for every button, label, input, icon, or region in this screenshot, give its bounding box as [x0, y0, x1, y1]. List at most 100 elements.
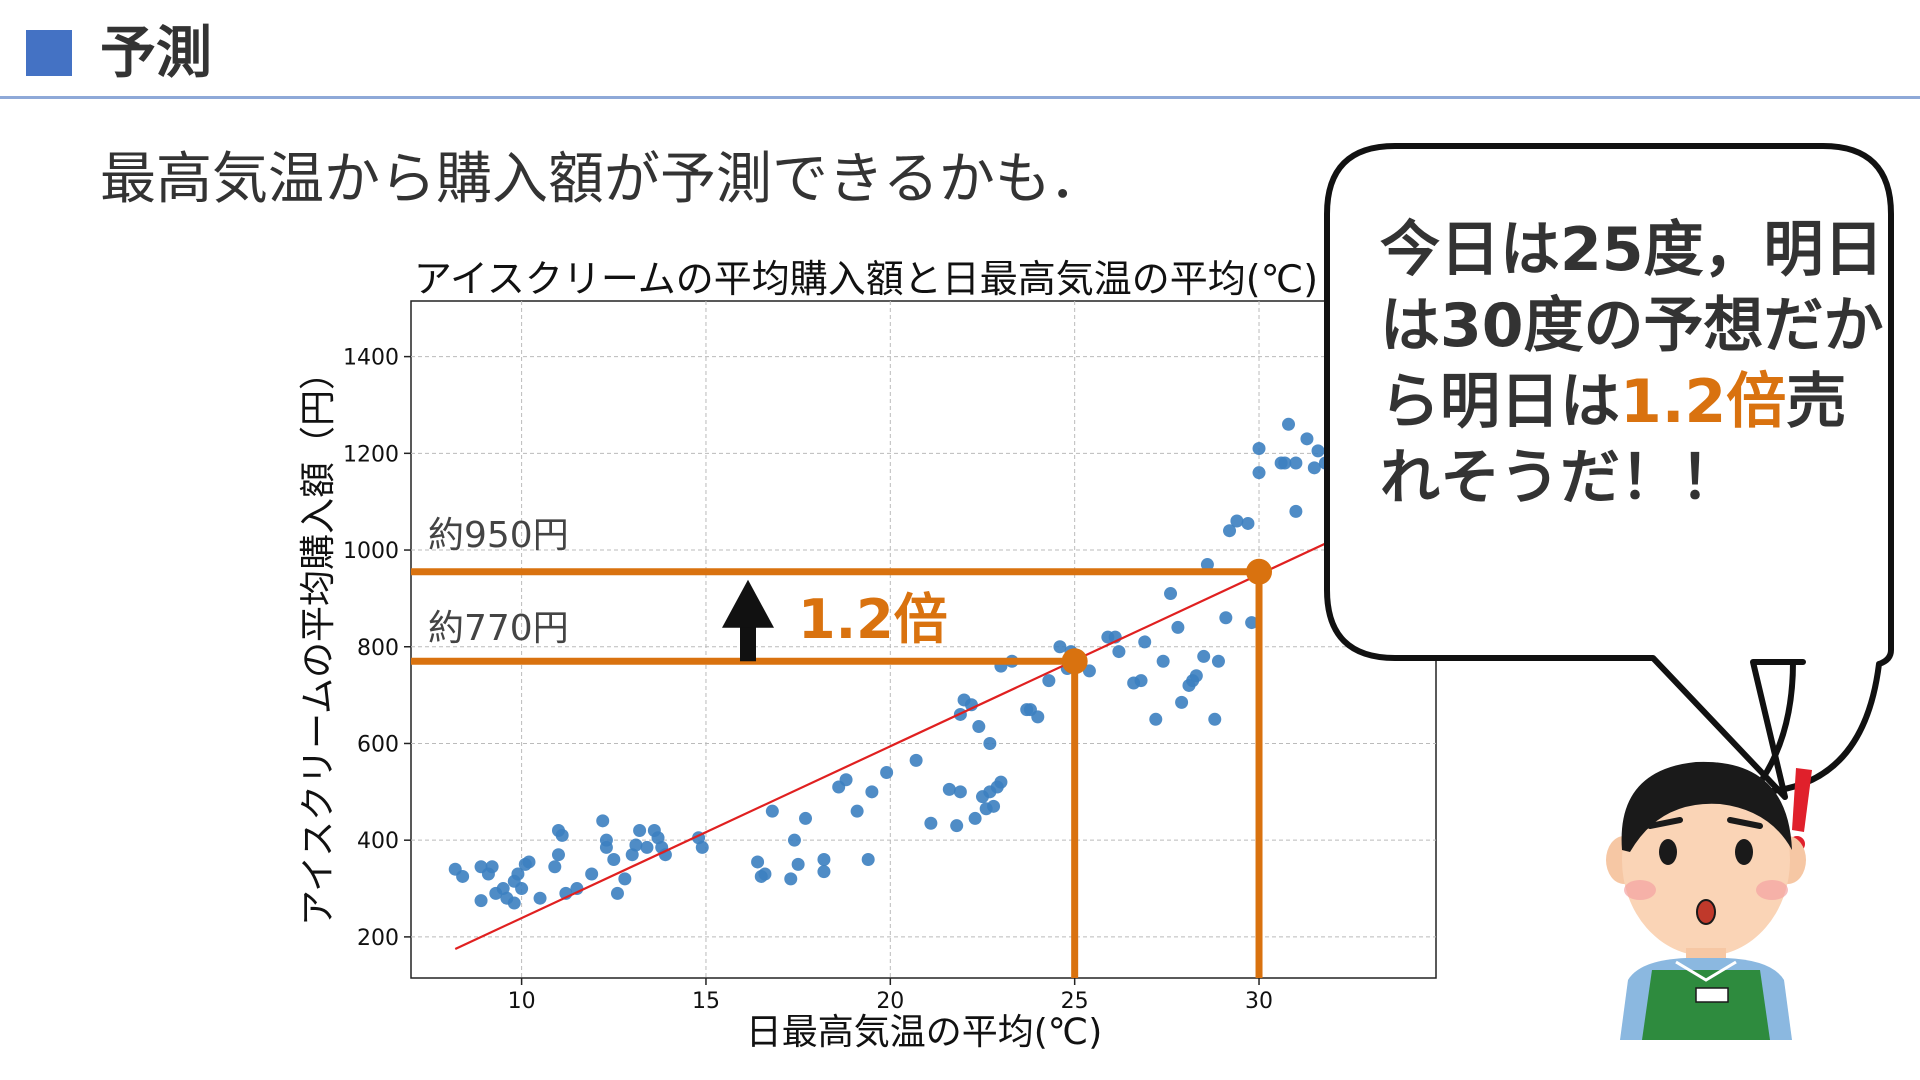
y-tick-label: 600 [357, 732, 399, 757]
data-point [1245, 616, 1259, 630]
data-point [799, 811, 813, 825]
increase-arrow-shaft [740, 621, 756, 662]
x-tick-label: 25 [1061, 989, 1089, 1014]
grid-lines [411, 301, 1436, 978]
data-point [522, 855, 536, 869]
data-point [555, 828, 569, 842]
data-point [817, 853, 831, 867]
data-point [972, 720, 986, 734]
data-point [1252, 441, 1266, 455]
data-point [880, 765, 894, 779]
data-point [1042, 674, 1056, 688]
data-point [456, 869, 470, 883]
data-point [942, 782, 956, 796]
label-high-value: 約950円 [428, 515, 569, 556]
x-tick-label: 15 [692, 989, 720, 1014]
axis-ticks: 10 15 20 25 30 200 400 600 800 1000 1200 1400 [343, 346, 1273, 1014]
data-point [1223, 524, 1237, 538]
data-point [983, 736, 997, 750]
shop-clerk-illustration [1606, 761, 1812, 1040]
x-tick-label: 10 [508, 989, 536, 1014]
data-point [1149, 712, 1163, 726]
data-point [607, 853, 621, 867]
data-point [1289, 456, 1303, 470]
data-point [548, 860, 562, 874]
data-point [1278, 456, 1292, 470]
data-point [1053, 640, 1067, 654]
data-point [817, 865, 831, 879]
data-point [1241, 516, 1255, 530]
data-point [839, 773, 853, 787]
y-tick-label: 1000 [343, 539, 399, 564]
data-point [1311, 444, 1325, 458]
data-point [695, 840, 709, 854]
data-point [551, 848, 565, 862]
data-point [791, 857, 805, 871]
data-point [1031, 710, 1045, 724]
data-point [994, 775, 1008, 789]
low-prediction-marker [1061, 648, 1088, 675]
data-point [1200, 558, 1214, 572]
data-point [1189, 669, 1203, 683]
data-point [784, 872, 798, 886]
high-prediction-marker [1246, 558, 1273, 585]
data-point [474, 894, 488, 908]
data-point [1230, 514, 1244, 528]
data-point [850, 804, 864, 818]
y-tick-label: 200 [357, 926, 399, 951]
data-point [1156, 654, 1170, 668]
data-point [758, 867, 772, 881]
data-point [485, 860, 499, 874]
data-point [1134, 674, 1148, 688]
data-point [640, 840, 654, 854]
data-point [507, 896, 521, 910]
data-point [861, 853, 875, 867]
page-title: 予測 [100, 21, 212, 86]
y-tick-label: 800 [357, 636, 399, 661]
data-point [968, 811, 982, 825]
data-point [1300, 432, 1314, 446]
data-point [585, 867, 599, 881]
data-point [533, 891, 547, 905]
slide-subtitle: 最高気温から購入額が予測できるかも． [100, 147, 1106, 212]
data-point [610, 886, 624, 900]
data-point [909, 753, 923, 767]
data-point [511, 867, 525, 881]
data-point [1211, 654, 1225, 668]
data-point [1171, 620, 1185, 634]
data-point [629, 838, 643, 852]
data-point [1252, 466, 1266, 480]
data-point [1208, 712, 1222, 726]
prediction-annotations [411, 558, 1273, 978]
data-point [953, 785, 967, 799]
data-point [618, 872, 632, 886]
data-point [1175, 695, 1189, 709]
header-divider [0, 96, 1920, 99]
data-point [633, 824, 647, 838]
data-point [787, 833, 801, 847]
bubble-text-part-3: 売れそうだ！！ [1380, 367, 1847, 513]
data-point [1282, 417, 1296, 431]
increase-arrow-head [722, 579, 774, 628]
data-point [1112, 645, 1126, 659]
data-point [1164, 587, 1178, 601]
data-point [1289, 504, 1303, 518]
y-axis-label: アイスクリームの平均購入額（円） [298, 354, 339, 926]
y-tick-label: 1400 [343, 346, 399, 371]
y-tick-label: 400 [357, 829, 399, 854]
header-accent-square [26, 30, 72, 76]
data-point [987, 799, 1001, 813]
y-tick-label: 1200 [343, 442, 399, 467]
ratio-label: 1.2倍 [798, 588, 948, 651]
x-tick-label: 20 [876, 989, 904, 1014]
x-tick-label: 30 [1245, 989, 1273, 1014]
chart-title: アイスクリームの平均購入額と日最高気温の平均(℃) [414, 257, 1318, 301]
data-point [924, 816, 938, 830]
speech-bubble-text: 今日は25度，明日は30度の予想だから明日は1.2倍売れそうだ！！ [1380, 212, 1900, 516]
trend-line [454, 491, 1437, 950]
bubble-text-part-1: 今日は25度，明日は30度の予想だから明日は [1380, 215, 1884, 437]
data-point [1307, 461, 1321, 475]
data-points [448, 417, 1332, 910]
x-axis-label: 日最高気温の平均(℃) [746, 1012, 1103, 1053]
